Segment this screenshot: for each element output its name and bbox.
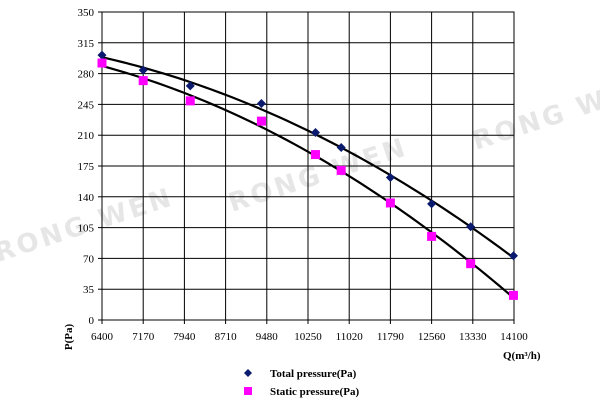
- trendline-static: [101, 64, 515, 299]
- data-point-total: [385, 172, 395, 182]
- data-point-static: [310, 150, 320, 160]
- x-tick-label: 11020: [336, 331, 364, 343]
- y-tick-label: 315: [78, 38, 95, 50]
- y-tick-label: 175: [78, 161, 95, 173]
- y-axis-ticks: 0 35 70 105 140 175 210 245 280 315 350: [78, 7, 102, 327]
- trendline-total: [101, 56, 515, 259]
- x-tick-label: 9480: [256, 331, 279, 343]
- data-point-static: [466, 259, 476, 269]
- data-point-total: [97, 50, 107, 60]
- y-tick-label: 280: [78, 69, 95, 81]
- x-tick-label: 7170: [132, 331, 155, 343]
- grid: [102, 12, 514, 320]
- legend-marker-static: [244, 387, 252, 395]
- data-point-static: [97, 58, 107, 68]
- legend-label-total: Total pressure(Pa): [270, 368, 357, 380]
- legend-marker-total: [244, 369, 252, 377]
- data-point-total: [138, 65, 148, 75]
- y-tick-label: 245: [78, 99, 95, 111]
- x-tick-label: 13330: [459, 331, 487, 343]
- data-point-total: [185, 81, 195, 91]
- x-tick-label: 8710: [215, 331, 238, 343]
- x-tick-label: 11790: [377, 331, 405, 343]
- y-tick-label: 35: [83, 284, 95, 296]
- data-point-static: [185, 96, 195, 106]
- x-tick-label: 10250: [294, 331, 322, 343]
- markers: [97, 50, 518, 300]
- data-point-static: [508, 290, 518, 300]
- data-point-total: [336, 143, 346, 153]
- y-tick-label: 350: [78, 7, 95, 19]
- legend-label-static: Static pressure(Pa): [270, 386, 359, 398]
- data-point-static: [385, 198, 395, 208]
- trendlines: [101, 56, 515, 299]
- data-point-total: [256, 99, 266, 109]
- data-point-static: [427, 231, 437, 241]
- y-tick-label: 210: [78, 130, 95, 142]
- x-axis-title: Q(m³/h): [503, 350, 541, 362]
- y-tick-label: 140: [78, 192, 95, 204]
- x-tick-label: 12560: [418, 331, 446, 343]
- legend: Total pressure(Pa) Static pressure(Pa): [244, 368, 359, 398]
- x-tick-label: 6400: [91, 331, 114, 343]
- data-point-total: [427, 199, 437, 209]
- data-point-static: [138, 76, 148, 86]
- x-tick-label: 7940: [173, 331, 196, 343]
- x-tick-label: 14100: [500, 331, 528, 343]
- y-tick-label: 0: [89, 315, 95, 327]
- data-point-static: [256, 116, 266, 126]
- data-point-total: [310, 128, 320, 138]
- data-point-total: [508, 251, 518, 261]
- y-tick-label: 105: [78, 223, 95, 235]
- y-axis-title: P(Pa): [63, 324, 75, 351]
- data-point-static: [336, 165, 346, 175]
- y-tick-label: 70: [83, 253, 95, 265]
- data-point-total: [466, 222, 476, 232]
- x-axis-ticks: 6400 7170 7940 8710 9480 10250 11020 11790 12560…: [91, 320, 528, 343]
- legend-item-static: Static pressure(Pa): [244, 386, 359, 398]
- legend-item-total: Total pressure(Pa): [244, 368, 357, 380]
